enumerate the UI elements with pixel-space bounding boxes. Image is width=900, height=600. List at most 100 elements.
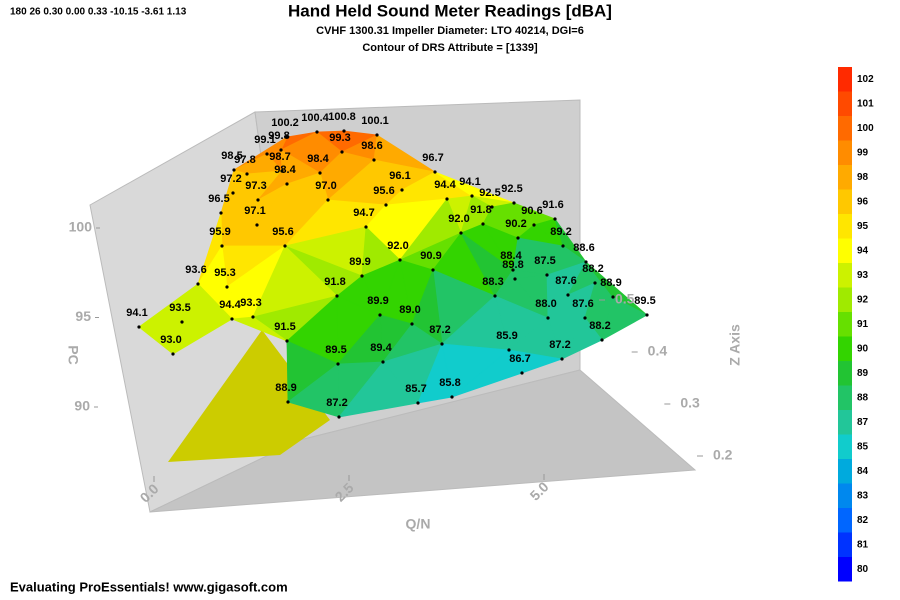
data-label: 98.4 [307,153,329,165]
data-point [546,316,550,320]
colorbar-label: 82 [857,515,869,526]
y-tick-label: 100 [69,219,93,235]
data-point [231,191,235,195]
data-label: 88.2 [589,320,610,332]
colorbar-label: 92 [857,294,869,305]
data-label: 86.7 [509,353,530,365]
data-label: 94.1 [126,307,147,319]
data-point [381,360,385,364]
data-point [545,273,549,277]
z-tick-label: 0.3 [680,395,700,411]
data-label: 98.4 [274,164,296,176]
data-label: 87.6 [555,275,576,287]
data-point [360,274,364,278]
data-label: 90.9 [420,250,441,262]
data-point [611,295,615,299]
data-label: 88.4 [500,250,522,262]
data-label: 94.4 [219,299,241,311]
data-point [337,415,341,419]
data-label: 88.6 [573,242,594,254]
data-label: 97.3 [245,180,266,192]
data-point [481,222,485,226]
data-point [378,313,382,317]
data-point [372,158,376,162]
colorbar-label: 81 [857,539,869,550]
colorbar-label: 91 [857,319,869,330]
colorbar-label: 83 [857,490,869,501]
data-label: 92.5 [479,187,500,199]
colorbar-label: 85 [857,441,869,452]
data-point [445,197,449,201]
data-point [245,172,249,176]
surface-facet [451,349,523,398]
data-point [459,231,463,235]
colorbar-band [838,263,852,288]
floor-projection [168,330,330,462]
data-label: 87.2 [549,339,570,351]
data-point [265,152,269,156]
data-label: 91.6 [542,199,563,211]
view-info: 180 26 0.30 0.00 0.33 -10.15 -3.61 1.13 [10,7,187,18]
data-point [566,293,570,297]
data-label: 93.5 [169,302,190,314]
data-point [511,268,515,272]
data-label: 99.3 [329,132,350,144]
colorbar-band [838,557,852,582]
data-point [520,371,524,375]
floor [149,369,697,513]
data-label: 87.2 [429,324,450,336]
z-axis-title: Z Axis [727,324,743,366]
y-tick-label: 90 [74,398,90,414]
data-label: 88.9 [600,277,621,289]
data-label: 88.2 [582,263,603,275]
colorbar-band [838,287,852,312]
data-label: 98.6 [361,140,382,152]
data-label: 93.0 [160,334,181,346]
data-point [560,357,564,361]
data-label: 95.6 [272,226,293,238]
data-label: 85.8 [439,377,460,389]
data-point [255,223,259,227]
data-point [416,401,420,405]
data-point [171,352,175,356]
data-point [410,322,414,326]
data-point [593,281,597,285]
data-label: 94.1 [459,176,480,188]
data-point [645,313,649,317]
data-label: 88.9 [275,382,296,394]
surface-facet [172,318,233,355]
data-label: 96.7 [422,152,443,164]
data-point [196,282,200,286]
data-label: 97.1 [244,205,265,217]
colorbar-label: 101 [857,98,874,109]
z-tick-label: 0.5 [615,291,635,307]
data-label: 90.6 [521,205,542,217]
data-point [219,211,223,215]
data-point [364,225,368,229]
colorbar-band [838,385,852,410]
data-point [318,171,322,175]
data-label: 94.4 [434,179,456,191]
data-label: 89.4 [370,342,392,354]
data-label: 85.9 [496,330,517,342]
data-label: 91.5 [274,321,295,333]
colorbar-label: 96 [857,196,869,207]
data-label: 96.1 [389,170,410,182]
data-point [220,244,224,248]
data-label: 92.0 [448,213,469,225]
data-point [532,223,536,227]
data-point [180,320,184,324]
colorbar-label: 98 [857,172,869,183]
data-point [431,268,435,272]
data-point [493,294,497,298]
data-point [600,338,604,342]
data-point [285,182,289,186]
colorbar-band [838,532,852,557]
data-label: 89.9 [349,256,370,268]
data-label: 100.8 [328,111,356,123]
data-point [584,260,588,264]
z-tick-label: 0.2 [713,447,733,463]
colorbar-label: 102 [857,74,874,85]
data-point [490,205,494,209]
